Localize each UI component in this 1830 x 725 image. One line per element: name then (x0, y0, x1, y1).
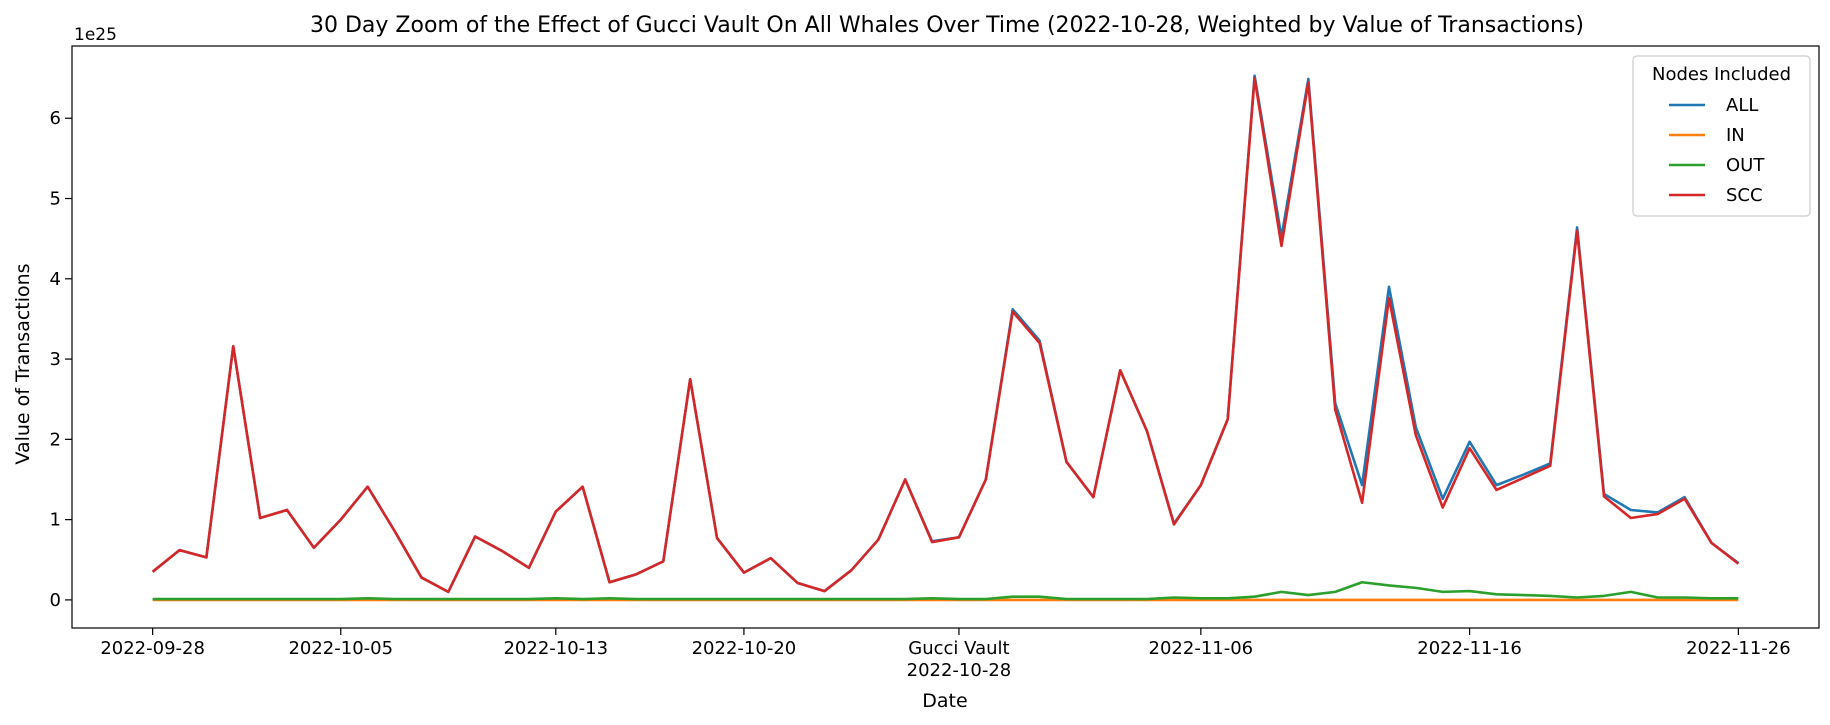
legend-label-all: ALL (1726, 95, 1758, 116)
legend-label-scc: SCC (1726, 185, 1763, 206)
x-tick-label: Gucci Vault (908, 638, 1009, 659)
plot-area: 0 1 2 3 4 5 6 2022-09-28 2022-10-05 2022-10-13 202… (50, 74, 1791, 681)
y-axis-label: Value of Transactions (12, 263, 34, 464)
legend-label-out: OUT (1726, 155, 1765, 176)
x-tick-label: 2022-11-16 (1417, 638, 1522, 659)
plot-frame (71, 45, 1820, 629)
series-line-out (152, 580, 1739, 601)
x-tick-label: 2022-10-28 (907, 660, 1012, 681)
y-tick-label: 0 (50, 590, 61, 611)
legend-title: Nodes Included (1652, 64, 1791, 85)
x-tick-label: 2022-11-26 (1686, 638, 1791, 659)
x-tick-label: 2022-10-05 (288, 638, 393, 659)
x-tick-label: 2022-10-20 (692, 638, 797, 659)
chart-title: 30 Day Zoom of the Effect of Gucci Vault… (310, 13, 1584, 38)
legend-box (1632, 55, 1811, 217)
series-line-scc (151, 76, 1740, 594)
legend: Nodes Included ALL IN OUT SCC (1632, 55, 1811, 217)
y-tick-label: 3 (50, 349, 61, 370)
y-offset-label: 1e25 (74, 25, 117, 45)
x-tick-label: 2022-11-06 (1149, 638, 1254, 659)
y-tick-label: 2 (50, 429, 61, 450)
x-tick-label: 2022-09-28 (100, 638, 205, 659)
y-tick-label: 6 (50, 108, 61, 129)
legend-label-in: IN (1726, 125, 1745, 146)
y-tick-label: 1 (50, 510, 61, 531)
y-tick-label: 5 (50, 189, 61, 210)
x-tick-label: 2022-10-13 (503, 638, 608, 659)
y-tick-label: 4 (50, 269, 61, 290)
x-axis-label: Date (922, 690, 967, 712)
